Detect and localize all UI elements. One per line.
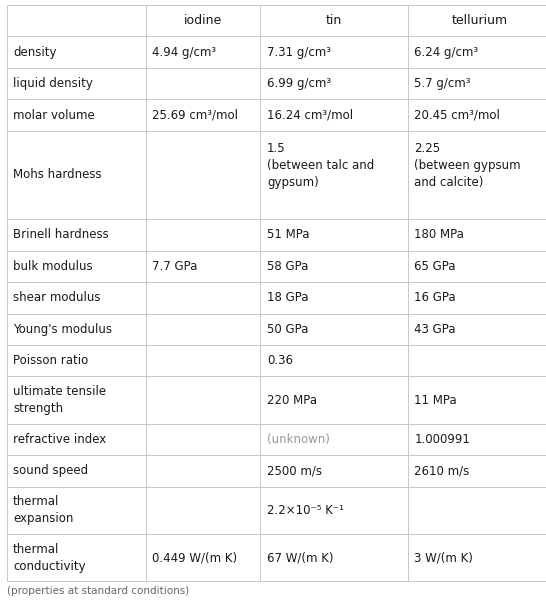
Text: Young's modulus: Young's modulus: [13, 323, 112, 336]
Text: 67 W/(m K): 67 W/(m K): [267, 551, 334, 564]
Text: tellurium: tellurium: [452, 14, 508, 27]
Text: 16 GPa: 16 GPa: [414, 292, 456, 304]
Text: 50 GPa: 50 GPa: [267, 323, 308, 336]
Text: tin: tin: [326, 14, 342, 27]
Text: 18 GPa: 18 GPa: [267, 292, 308, 304]
Text: density: density: [13, 46, 57, 58]
Text: liquid density: liquid density: [13, 77, 93, 90]
Text: 7.31 g/cm³: 7.31 g/cm³: [267, 46, 331, 58]
Text: 5.7 g/cm³: 5.7 g/cm³: [414, 77, 471, 90]
Text: 16.24 cm³/mol: 16.24 cm³/mol: [267, 109, 353, 122]
Text: 180 MPa: 180 MPa: [414, 228, 464, 241]
Text: Mohs hardness: Mohs hardness: [13, 169, 102, 181]
Text: 20.45 cm³/mol: 20.45 cm³/mol: [414, 109, 500, 122]
Text: 1.5
(between talc and
gypsum): 1.5 (between talc and gypsum): [267, 142, 374, 189]
Text: 4.94 g/cm³: 4.94 g/cm³: [152, 46, 216, 58]
Text: 51 MPa: 51 MPa: [267, 228, 310, 241]
Text: thermal
expansion: thermal expansion: [13, 495, 74, 525]
Text: 0.36: 0.36: [267, 354, 293, 367]
Text: 7.7 GPa: 7.7 GPa: [152, 260, 198, 273]
Text: refractive index: refractive index: [13, 433, 106, 446]
Text: 11 MPa: 11 MPa: [414, 394, 457, 407]
Text: molar volume: molar volume: [13, 109, 95, 122]
Text: 220 MPa: 220 MPa: [267, 394, 317, 407]
Text: 6.24 g/cm³: 6.24 g/cm³: [414, 46, 478, 58]
Text: 2.25
(between gypsum
and calcite): 2.25 (between gypsum and calcite): [414, 142, 521, 189]
Text: 1.000991: 1.000991: [414, 433, 470, 446]
Text: sound speed: sound speed: [13, 464, 88, 477]
Text: 2500 m/s: 2500 m/s: [267, 464, 322, 477]
Text: 2610 m/s: 2610 m/s: [414, 464, 470, 477]
Text: shear modulus: shear modulus: [13, 292, 100, 304]
Text: thermal
conductivity: thermal conductivity: [13, 542, 86, 573]
Text: 0.449 W/(m K): 0.449 W/(m K): [152, 551, 238, 564]
Text: iodine: iodine: [184, 14, 222, 27]
Text: 6.99 g/cm³: 6.99 g/cm³: [267, 77, 331, 90]
Text: (properties at standard conditions): (properties at standard conditions): [7, 586, 189, 596]
Text: 58 GPa: 58 GPa: [267, 260, 308, 273]
Text: 2.2×10⁻⁵ K⁻¹: 2.2×10⁻⁵ K⁻¹: [267, 504, 344, 517]
Text: (unknown): (unknown): [267, 433, 330, 446]
Text: 3 W/(m K): 3 W/(m K): [414, 551, 473, 564]
Text: bulk modulus: bulk modulus: [13, 260, 93, 273]
Text: 25.69 cm³/mol: 25.69 cm³/mol: [152, 109, 239, 122]
Text: ultimate tensile
strength: ultimate tensile strength: [13, 385, 106, 415]
Text: Poisson ratio: Poisson ratio: [13, 354, 88, 367]
Text: 65 GPa: 65 GPa: [414, 260, 456, 273]
Text: 43 GPa: 43 GPa: [414, 323, 456, 336]
Text: Brinell hardness: Brinell hardness: [13, 228, 109, 241]
